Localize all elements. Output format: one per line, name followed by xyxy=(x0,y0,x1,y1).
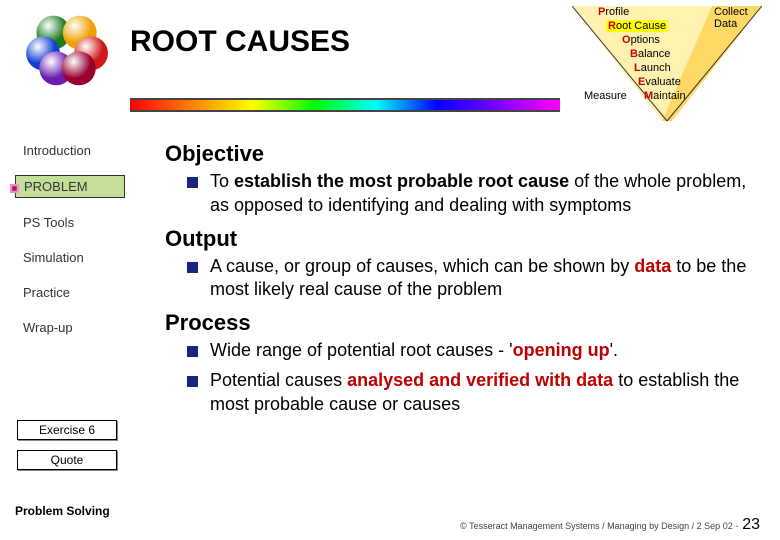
slide-body: Objective To establish the most probable… xyxy=(165,135,760,422)
sidebar-item-ps-tools[interactable]: PS Tools xyxy=(15,212,125,233)
funnel-step: Launch xyxy=(634,62,671,74)
process-bullet-2: Potential causes analysed and verified w… xyxy=(187,369,760,417)
active-marker-icon xyxy=(10,181,19,190)
sidebar-bottom: Exercise 6 Quote xyxy=(17,420,117,480)
funnel-measure: Measure xyxy=(584,90,627,102)
bullet-icon xyxy=(187,346,198,357)
sidebar-box-exercise-6[interactable]: Exercise 6 xyxy=(17,420,117,440)
funnel-step: Root Cause xyxy=(606,20,668,32)
text-red: opening up xyxy=(513,340,610,360)
text-red: data xyxy=(634,256,671,276)
bullet-icon xyxy=(187,376,198,387)
text: A cause, or group of causes, which can b… xyxy=(210,256,634,276)
text: Wide range of potential root causes - ' xyxy=(210,340,513,360)
funnel-step: Profile xyxy=(598,6,629,18)
text-red: analysed and verified with data xyxy=(347,370,613,390)
bullet-icon xyxy=(187,177,198,188)
sidebar: Introduction PROBLEM PS Tools Simulation Pra… xyxy=(15,140,125,352)
page-title: ROOT CAUSES xyxy=(130,25,350,59)
sidebar-item-problem[interactable]: PROBLEM xyxy=(15,175,125,198)
objective-bullet: To establish the most probable root caus… xyxy=(187,170,760,218)
sidebar-item-practice[interactable]: Practice xyxy=(15,282,125,303)
text: '. xyxy=(610,340,618,360)
funnel-step: Maintain xyxy=(644,90,686,102)
sidebar-item-introduction[interactable]: Introduction xyxy=(15,140,125,161)
footer-label: Problem Solving xyxy=(15,504,110,518)
text: Potential causes xyxy=(210,370,347,390)
funnel-step: Options xyxy=(622,34,660,46)
copyright: © Tesseract Management Systems / Managin… xyxy=(460,516,760,534)
sidebar-box-quote[interactable]: Quote xyxy=(17,450,117,470)
process-bullet-1: Wide range of potential root causes - 'o… xyxy=(187,339,760,363)
process-head: Process xyxy=(165,308,760,337)
funnel-step: Balance xyxy=(630,48,670,60)
funnel-collect: CollectData xyxy=(714,6,748,30)
text: To xyxy=(210,171,234,191)
sidebar-item-wrap-up[interactable]: Wrap-up xyxy=(15,317,125,338)
output-head: Output xyxy=(165,224,760,253)
bullet-icon xyxy=(187,262,198,273)
page-number: 23 xyxy=(742,516,760,533)
sidebar-item-simulation[interactable]: Simulation xyxy=(15,247,125,268)
rainbow-divider xyxy=(130,98,560,112)
logo-spheres xyxy=(20,10,115,90)
funnel-step: Evaluate xyxy=(638,76,681,88)
text-strong: establish the most probable root cause xyxy=(234,171,569,191)
output-bullet: A cause, or group of causes, which can b… xyxy=(187,255,760,303)
problem-funnel: Profile Root Cause Options Balance Launch Eva… xyxy=(572,6,762,134)
objective-head: Objective xyxy=(165,139,760,168)
